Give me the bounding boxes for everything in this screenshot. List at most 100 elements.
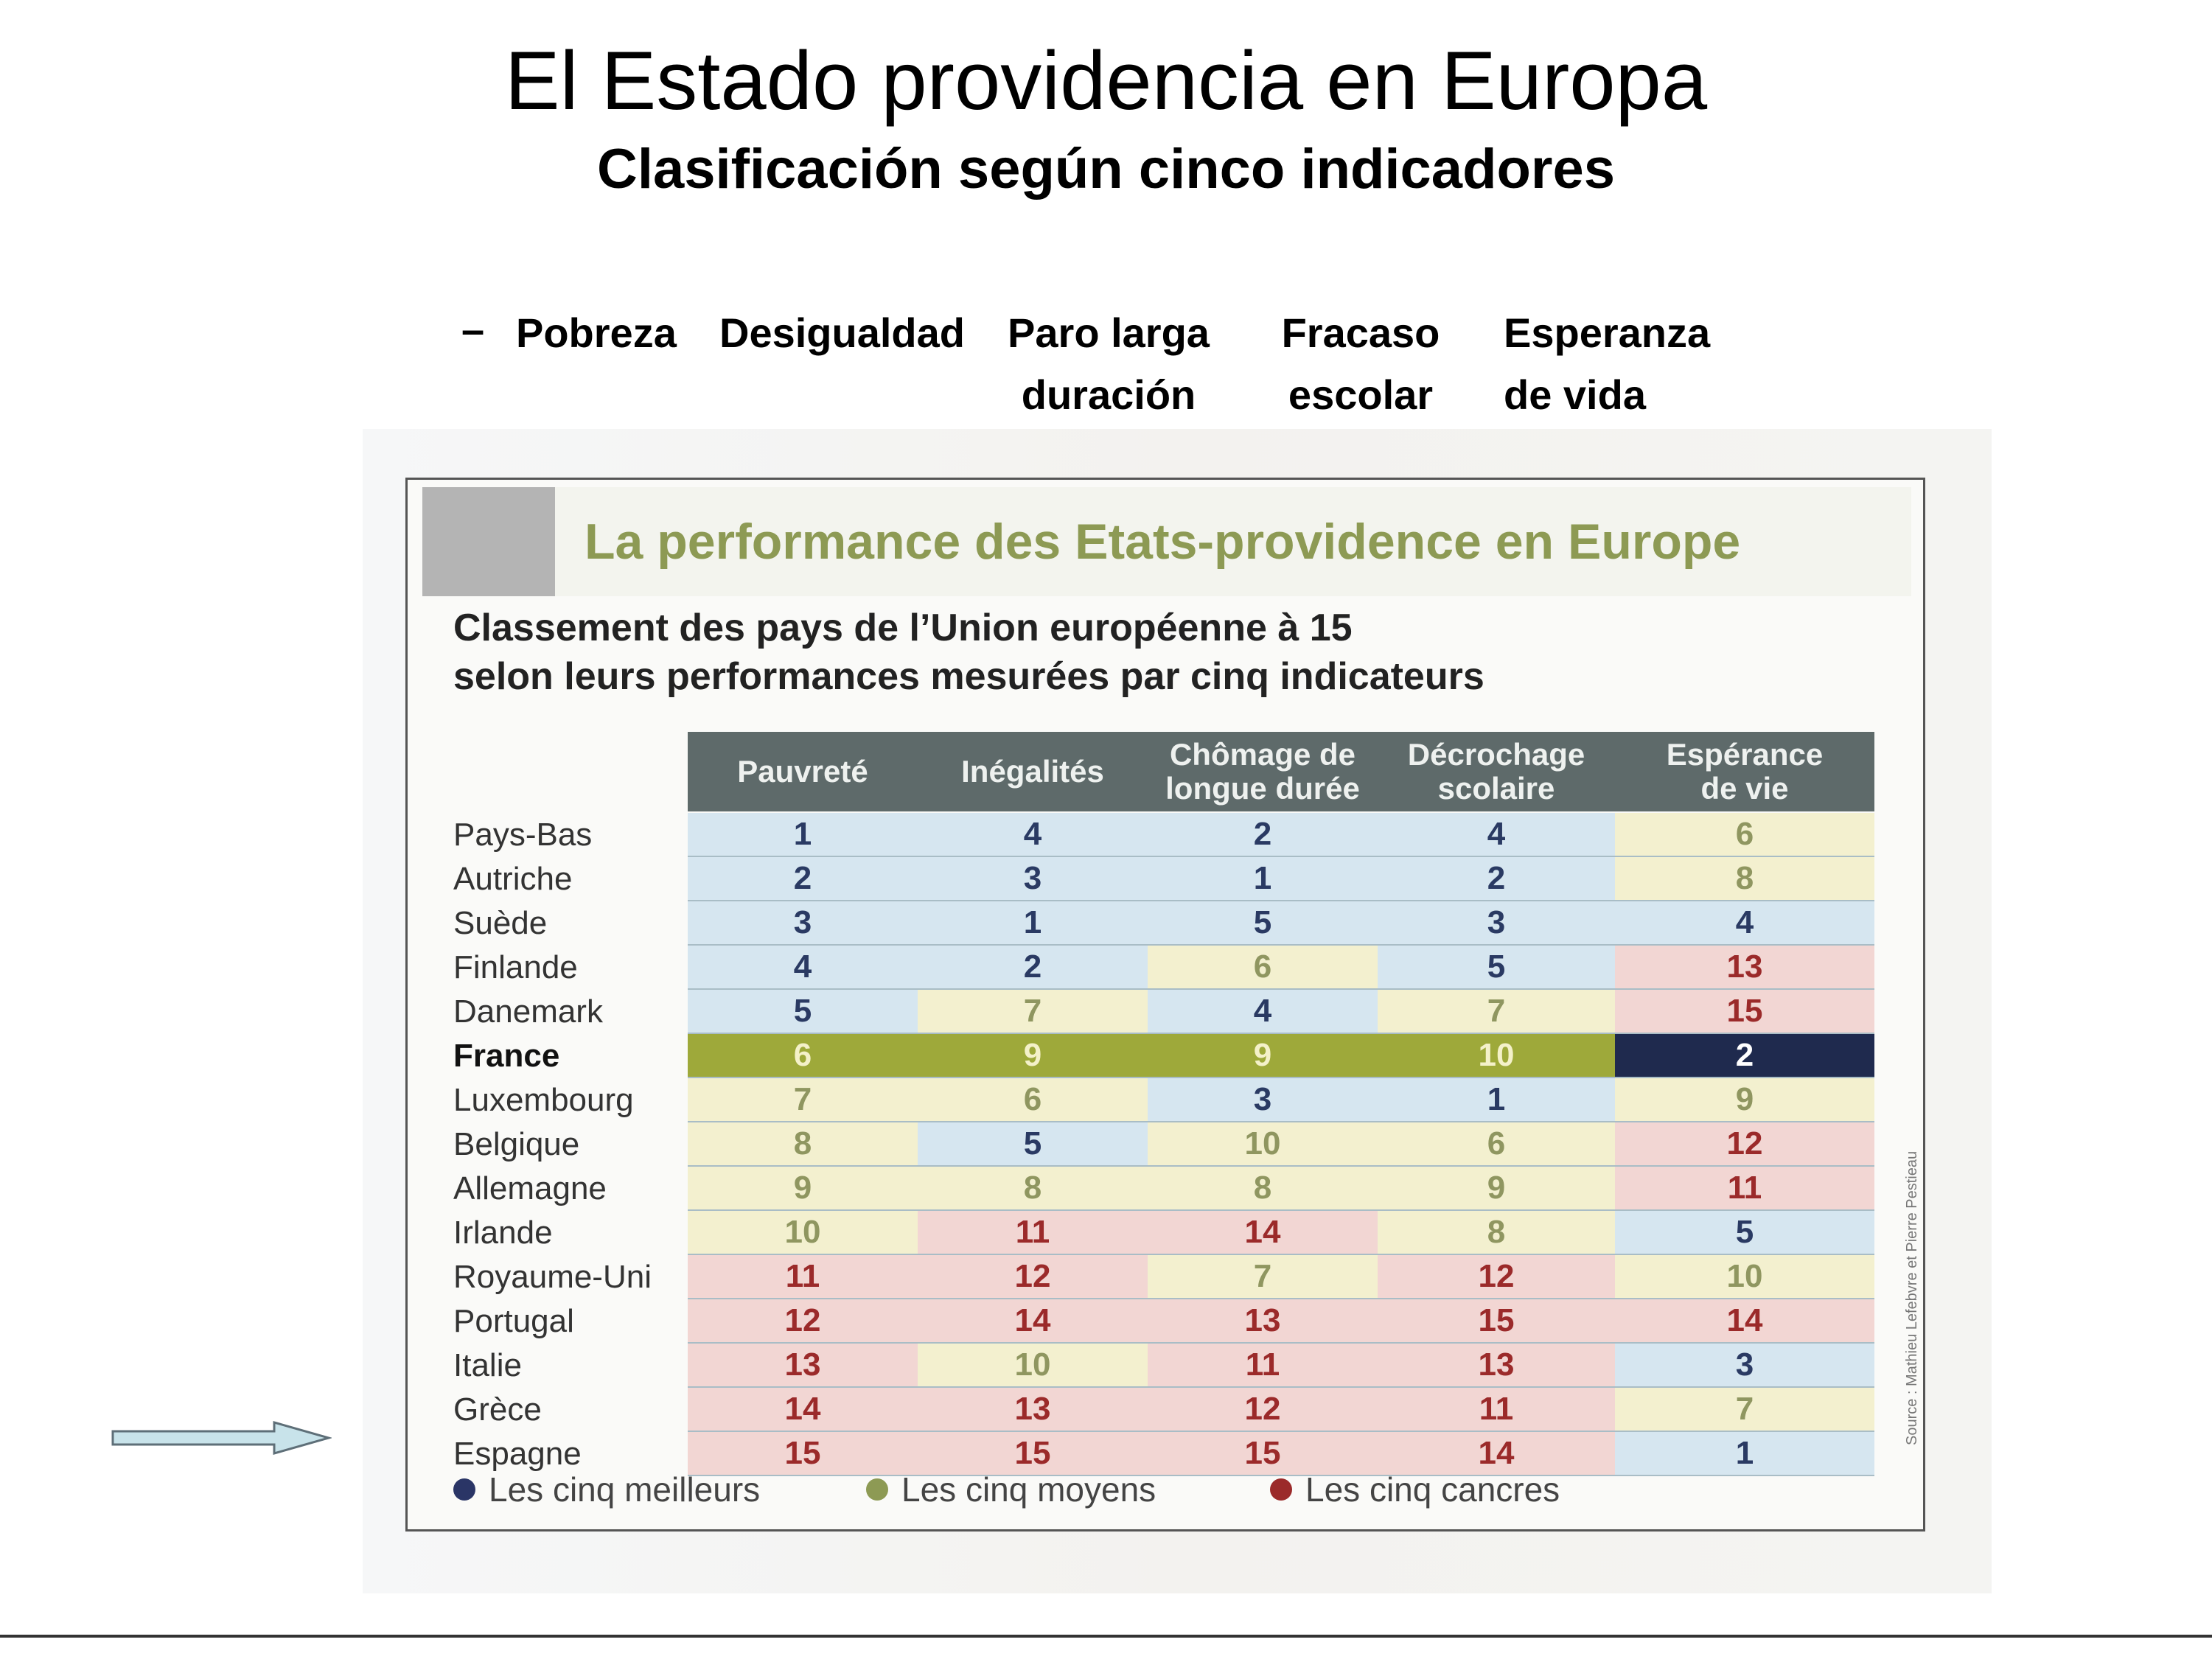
rank-cell: 12: [1378, 1255, 1615, 1298]
rank-cell: 8: [1615, 857, 1874, 900]
rank-cell: 14: [918, 1299, 1148, 1342]
row-divider: [688, 1254, 1874, 1255]
caption-line-2: selon leurs performances mesurées par ci…: [453, 655, 1484, 698]
slide-title: El Estado providencia en Europa: [504, 35, 1708, 127]
rank-cell: 1: [1378, 1078, 1615, 1121]
country-label: Suède: [453, 905, 548, 941]
rank-cell: 1: [688, 813, 918, 856]
rank-cell: 4: [918, 813, 1148, 856]
rank-cell: 10: [918, 1344, 1148, 1386]
row-divider: [688, 1033, 1874, 1034]
rank-cell: 2: [1378, 857, 1615, 900]
country-label: Espagne: [453, 1436, 582, 1472]
rank-cell: 9: [688, 1167, 918, 1209]
rank-cell: 14: [1378, 1432, 1615, 1475]
legend-dot-icon: [1270, 1478, 1292, 1501]
rank-cell: 11: [918, 1211, 1148, 1254]
rank-cell: 5: [1378, 946, 1615, 988]
rank-cell: 15: [918, 1432, 1148, 1475]
rank-cell: 10: [688, 1211, 918, 1254]
rank-cell: 13: [1615, 946, 1874, 988]
rank-cell: 14: [1615, 1299, 1874, 1342]
country-label: Danemark: [453, 993, 603, 1030]
indicator-label: Paro larga duración: [998, 302, 1219, 426]
column-header: Pauvreté: [688, 732, 918, 811]
newspaper-clipping: La performance des Etats-providence en E…: [363, 429, 1992, 1593]
rank-cell: 5: [1148, 901, 1378, 944]
rank-cell: 8: [688, 1122, 918, 1165]
column-header: Décrochage scolaire: [1378, 732, 1615, 811]
rank-cell: 11: [688, 1255, 918, 1298]
rank-cell: 5: [918, 1122, 1148, 1165]
indicator-line-2: duración: [1021, 371, 1196, 418]
column-header: Inégalités: [918, 732, 1148, 811]
row-divider: [688, 988, 1874, 990]
legend-item: Les cinq cancres: [1270, 1467, 1560, 1512]
country-label: Finlande: [453, 949, 578, 985]
indicator-label: Fracaso escolar: [1265, 302, 1456, 426]
rank-cell: 4: [1615, 901, 1874, 944]
indicator-line-1: Fracaso: [1281, 310, 1440, 356]
rank-cell: 4: [688, 946, 918, 988]
country-label: Belgique: [453, 1126, 580, 1162]
rank-cell: 6: [1148, 946, 1378, 988]
legend-label: Les cinq moyens: [901, 1470, 1156, 1509]
rank-cell: 3: [1615, 1344, 1874, 1386]
clipping-caption: Classement des pays de l’Union européenn…: [453, 604, 1913, 701]
rank-cell: 13: [918, 1388, 1148, 1431]
rank-cell: 5: [688, 990, 918, 1033]
country-label: Royaume-Uni: [453, 1259, 652, 1295]
slide-subtitle: Clasificación según cinco indicadores: [596, 138, 1616, 200]
row-divider: [688, 1475, 1874, 1476]
rank-cell: 13: [1378, 1344, 1615, 1386]
rank-cell: 10: [1615, 1255, 1874, 1298]
rank-cell: 15: [1615, 990, 1874, 1033]
country-label: Portugal: [453, 1303, 574, 1339]
rank-cell: 10: [1148, 1122, 1378, 1165]
rank-cell: 3: [1378, 901, 1615, 944]
indicator-line-1: Paro larga: [1008, 310, 1210, 356]
rank-cell: 12: [1615, 1122, 1874, 1165]
rank-cell: 11: [1615, 1167, 1874, 1209]
column-header-line-1: Décrochage: [1407, 737, 1585, 772]
row-divider: [688, 1121, 1874, 1122]
row-divider: [688, 1386, 1874, 1388]
row-divider: [688, 1165, 1874, 1167]
rank-cell: 2: [688, 857, 918, 900]
legend-label: Les cinq meilleurs: [489, 1470, 761, 1509]
rank-cell: 15: [1148, 1432, 1378, 1475]
legend-dot-icon: [453, 1478, 475, 1501]
caption-line-1: Classement des pays de l’Union européenn…: [453, 607, 1353, 649]
rank-cell: 6: [1615, 813, 1874, 856]
column-header-line-2: longue durée: [1165, 771, 1360, 806]
source-credit: Source : Mathieu Lefebvre et Pierre Pest…: [1904, 1150, 1920, 1445]
rank-cell: 11: [1378, 1388, 1615, 1431]
row-divider: [688, 944, 1874, 946]
rank-cell: 9: [1148, 1034, 1378, 1077]
row-divider: [688, 1209, 1874, 1211]
rank-cell: 1: [918, 901, 1148, 944]
indicator-label: Pobreza: [516, 302, 708, 364]
rank-cell: 6: [918, 1078, 1148, 1121]
legend-item: Les cinq meilleurs: [453, 1467, 760, 1512]
rank-cell: 12: [688, 1299, 918, 1342]
rank-cell: 4: [1148, 990, 1378, 1033]
rank-cell: 5: [1615, 1211, 1874, 1254]
row-divider: [688, 1431, 1874, 1432]
country-label: Italie: [453, 1347, 522, 1383]
rank-cell: 2: [1615, 1034, 1874, 1077]
rank-cell: 1: [1148, 857, 1378, 900]
country-label: Pays-Bas: [453, 817, 593, 853]
rank-cell: 14: [1148, 1211, 1378, 1254]
column-header-line-1: Pauvreté: [737, 754, 868, 789]
table-header-background: [688, 732, 1874, 811]
country-label: Allemagne: [453, 1170, 607, 1206]
column-header: Espérance de vie: [1615, 732, 1874, 811]
rank-cell: 12: [918, 1255, 1148, 1298]
right-arrow-icon: [111, 1421, 332, 1455]
column-header: Chômage de longue durée: [1148, 732, 1378, 811]
rank-cell: 2: [1148, 813, 1378, 856]
rank-cell: 3: [918, 857, 1148, 900]
rank-cell: 2: [918, 946, 1148, 988]
ranking-table: Pauvreté Inégalités Chômage de longue durée…: [408, 480, 1923, 1529]
